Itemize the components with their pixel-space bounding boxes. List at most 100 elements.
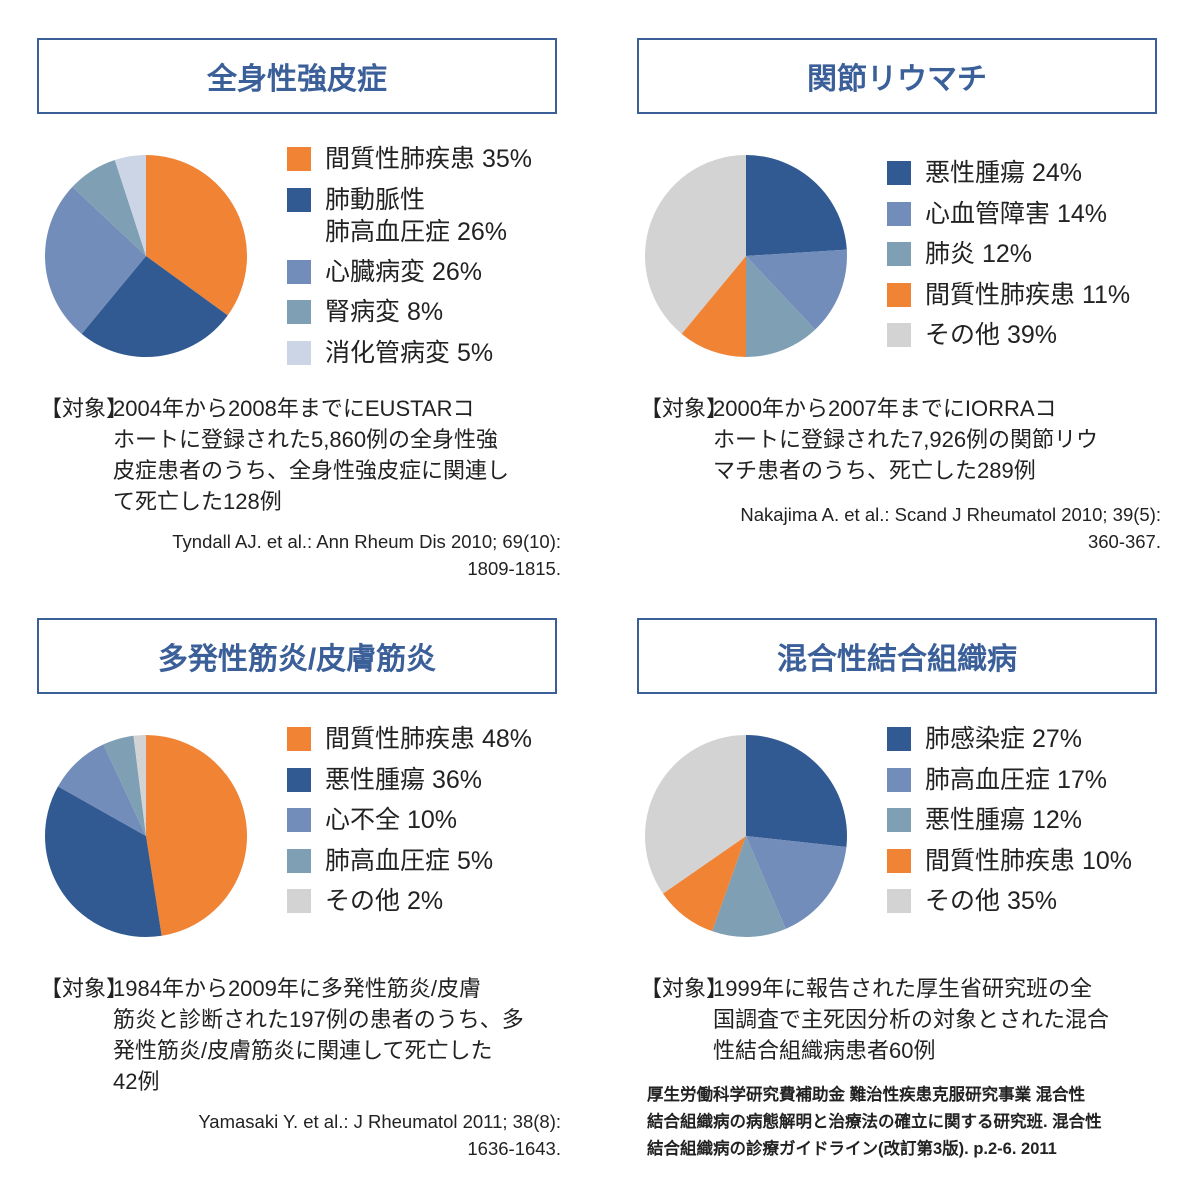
note-line: マチ患者のうち、死亡した289例 <box>713 458 1036 483</box>
legend-item: 心臓病変 26% <box>287 257 532 298</box>
note-line: 1999年に報告された厚生省研究班の全 <box>713 976 1092 1001</box>
legend-swatch <box>287 340 311 365</box>
legend-label: 肺感染症 27% <box>925 725 1082 753</box>
study-note: 【対象】 2004年から2008年までにEUSTARコ ホートに登録された5,860… <box>40 393 565 517</box>
pie-chart <box>645 155 847 357</box>
note-label <box>40 1035 113 1066</box>
citation-line: 1809-1815. <box>467 558 561 579</box>
legend-label: 間質性肺疾患 10% <box>925 846 1132 875</box>
citation: Nakajima A. et al.: Scand J Rheumatol 20… <box>601 501 1161 555</box>
pie-slice-肺高血圧症 <box>746 836 847 929</box>
pie-slice-悪性腫瘍 <box>45 786 162 937</box>
citation: 厚生労働科学研究費補助金 難治性疾患克服研究事業 混合性 結合組織病の病態解明と治… <box>647 1082 1102 1163</box>
legend-item: その他 39% <box>887 320 1130 361</box>
citation-line: 1636-1643. <box>467 1138 561 1159</box>
pie-slice-悪性腫瘍 <box>746 155 847 256</box>
legend-item: その他 2% <box>287 886 532 927</box>
pie-slice-肺炎 <box>746 256 816 357</box>
pie-slice-その他 <box>133 735 146 836</box>
note-label <box>40 1004 113 1035</box>
legend-label: 悪性腫瘍 12% <box>925 806 1082 834</box>
note-label <box>640 1035 713 1066</box>
note-line: 皮症患者のうち、全身性強皮症に関連し <box>113 458 510 483</box>
legend-item: 間質性肺疾患 35% <box>287 144 532 185</box>
legend-label: 消化管病変 5% <box>325 338 494 367</box>
legend-swatch <box>887 201 911 226</box>
legend-swatch <box>887 323 911 347</box>
pie-slice-心不全 <box>58 744 147 836</box>
legend-label: 心臓病変 26% <box>325 257 482 286</box>
legend-item: 肺動脈性肺高血圧症 26% <box>287 185 532 257</box>
pie-slice-その他 <box>645 155 746 334</box>
legend-item: 心不全 10% <box>287 805 532 846</box>
panel-ssc: 全身性強皮症 間質性肺疾患 35% 肺動脈性 肺高血圧症 26% 心臓病変 26% 腎病変… <box>37 38 561 598</box>
legend-swatch <box>287 147 311 171</box>
legend-label: その他 35% <box>925 887 1057 915</box>
note-label <box>640 455 713 486</box>
legend-label: 悪性腫瘍 36% <box>325 765 482 794</box>
citation-line: Tyndall AJ. et al.: Ann Rheum Dis 2010; … <box>172 531 561 552</box>
pie-chart <box>44 155 247 357</box>
legend-item: 消化管病変 5% <box>287 338 532 379</box>
note-label <box>640 424 713 455</box>
citation-line: 360-367. <box>1087 531 1161 552</box>
pie-slice-間質性肺疾患 <box>663 836 746 932</box>
legend-item: 悪性腫瘍 24% <box>887 158 1130 199</box>
note-line: 性結合組織病患者60例 <box>713 1038 936 1063</box>
note-line: 国調査で主死因分析の対象とされた混合 <box>713 1007 1110 1032</box>
legend-swatch <box>887 161 911 185</box>
pie-slice-腎病変 <box>72 159 146 256</box>
legend-item: 間質性肺疾患 48% <box>287 724 532 765</box>
citation-line: 厚生労働科学研究費補助金 難治性疾患克服研究事業 混合性 <box>647 1086 1086 1104</box>
legend-label: 間質性肺疾患 11% <box>925 280 1131 309</box>
legend-swatch <box>887 727 911 751</box>
legend-label: 間質性肺疾患 35% <box>325 145 532 173</box>
legend-item: 肺炎 12% <box>887 239 1130 280</box>
legend: 間質性肺疾患 48% 悪性腫瘍 36% 心不全 10% 肺高血圧症 5% その他 2% <box>287 724 532 927</box>
note-label <box>40 455 113 486</box>
legend-item: 肺感染症 27% <box>887 724 1132 765</box>
legend-swatch <box>287 187 311 212</box>
note-label: 【対象】 <box>40 976 129 1001</box>
note-label <box>40 424 113 455</box>
pie-slice-心血管障害 <box>746 249 847 330</box>
note-line: 42例 <box>113 1069 160 1094</box>
note-line: ホートに登録された7,926例の関節リウ <box>713 427 1099 452</box>
citation-line: 結合組織病の病態解明と治療法の確立に関する研究班. 混合性 <box>647 1113 1102 1131</box>
citation-line: Nakajima A. et al.: Scand J Rheumatol 20… <box>740 504 1161 525</box>
legend-label: 悪性腫瘍 24% <box>925 159 1082 187</box>
legend-item: 悪性腫瘍 36% <box>287 765 532 806</box>
legend-label: 肺動脈性 <box>325 185 426 214</box>
legend-swatch <box>287 259 311 284</box>
pie-slice-間質性肺疾患 <box>681 256 746 357</box>
panel-mctd: 混合性結合組織病 肺感染症 27% 肺高血圧症 17% 悪性腫瘍 12% 間質性肺疾患 … <box>637 618 1161 1178</box>
citation: Yamasaki Y. et al.: J Rheumatol 2011; 38… <box>1 1108 561 1162</box>
study-note: 【対象】 1984年から2009年に多発性筋炎/皮膚筋炎と診断された197例の患者… <box>40 973 565 1097</box>
chart-title: 関節リウマチ <box>637 38 1157 114</box>
legend-swatch <box>287 889 311 913</box>
legend-swatch <box>287 848 311 873</box>
legend: 肺感染症 27% 肺高血圧症 17% 悪性腫瘍 12% 間質性肺疾患 10% その他 3… <box>887 724 1132 927</box>
study-note: 【対象】 1999年に報告された厚生省研究班の全 国調査で主死因分析の対象とされた混… <box>640 973 1165 1066</box>
note-label <box>40 486 113 517</box>
note-line: 筋炎と診断された197例の患者のうち、多 <box>113 1007 524 1032</box>
legend: 間質性肺疾患 35% 肺動脈性 肺高血圧症 26% 心臓病変 26% 腎病変 8% 消化管… <box>287 144 532 378</box>
note-line: 発性筋炎/皮膚筋炎に関連して死亡した <box>113 1038 493 1063</box>
note-line: 1984年から2009年に多発性筋炎/皮膚 <box>113 976 481 1001</box>
legend-swatch <box>287 727 311 751</box>
legend-item: 心血管障害 14% <box>887 199 1130 240</box>
note-label: 【対象】 <box>640 976 729 1001</box>
citation: Tyndall AJ. et al.: Ann Rheum Dis 2010; … <box>1 528 561 582</box>
legend-label: 心不全 10% <box>325 806 457 834</box>
legend-item: 悪性腫瘍 12% <box>887 805 1132 846</box>
pie-chart <box>645 735 847 937</box>
legend-item: 腎病変 8% <box>287 297 532 338</box>
pie-slice-悪性腫瘍 <box>712 836 786 937</box>
legend-label: その他 2% <box>325 887 444 915</box>
citation-line: Yamasaki Y. et al.: J Rheumatol 2011; 38… <box>198 1111 561 1132</box>
legend-swatch <box>287 808 311 832</box>
chart-title: 全身性強皮症 <box>37 38 557 114</box>
pie-slice-その他 <box>645 735 746 894</box>
legend-label: 肺高血圧症 26% <box>325 217 507 246</box>
pie-slice-肺高血圧症 <box>103 735 146 836</box>
